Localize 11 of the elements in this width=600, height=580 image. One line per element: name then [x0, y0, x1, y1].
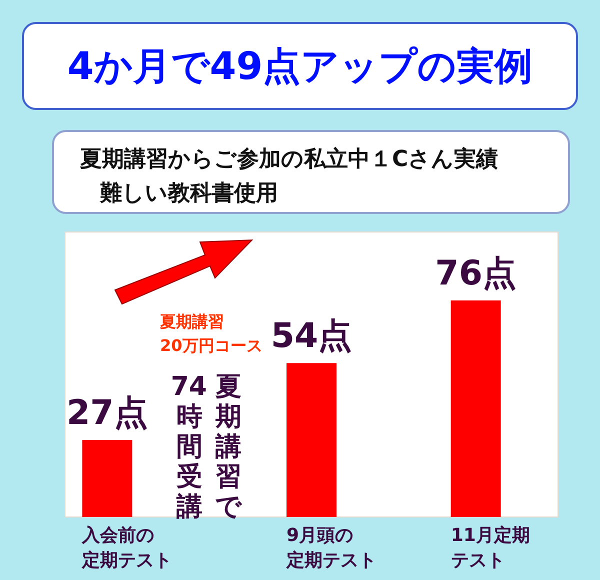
x-tick-label: 11月定期テスト: [450, 524, 531, 573]
data-label: 27点: [66, 393, 148, 434]
data-label: 76点: [435, 253, 516, 294]
chart-subtitle: 夏期講習からご参加の私立中１Cさん実績: [80, 146, 498, 174]
annotation: 夏期講習20万円コース: [160, 311, 264, 357]
data-label: 54点: [270, 316, 352, 356]
text: 夏期講習で74時間受講: [170, 372, 242, 522]
chart-title: 4か月で49点アップの実例: [67, 42, 533, 90]
x-tick-label: 9月頭の定期テスト: [286, 524, 378, 573]
x-tick-label: 入会前の定期テスト: [82, 524, 174, 573]
text: 難しい教科書使用: [100, 180, 278, 208]
